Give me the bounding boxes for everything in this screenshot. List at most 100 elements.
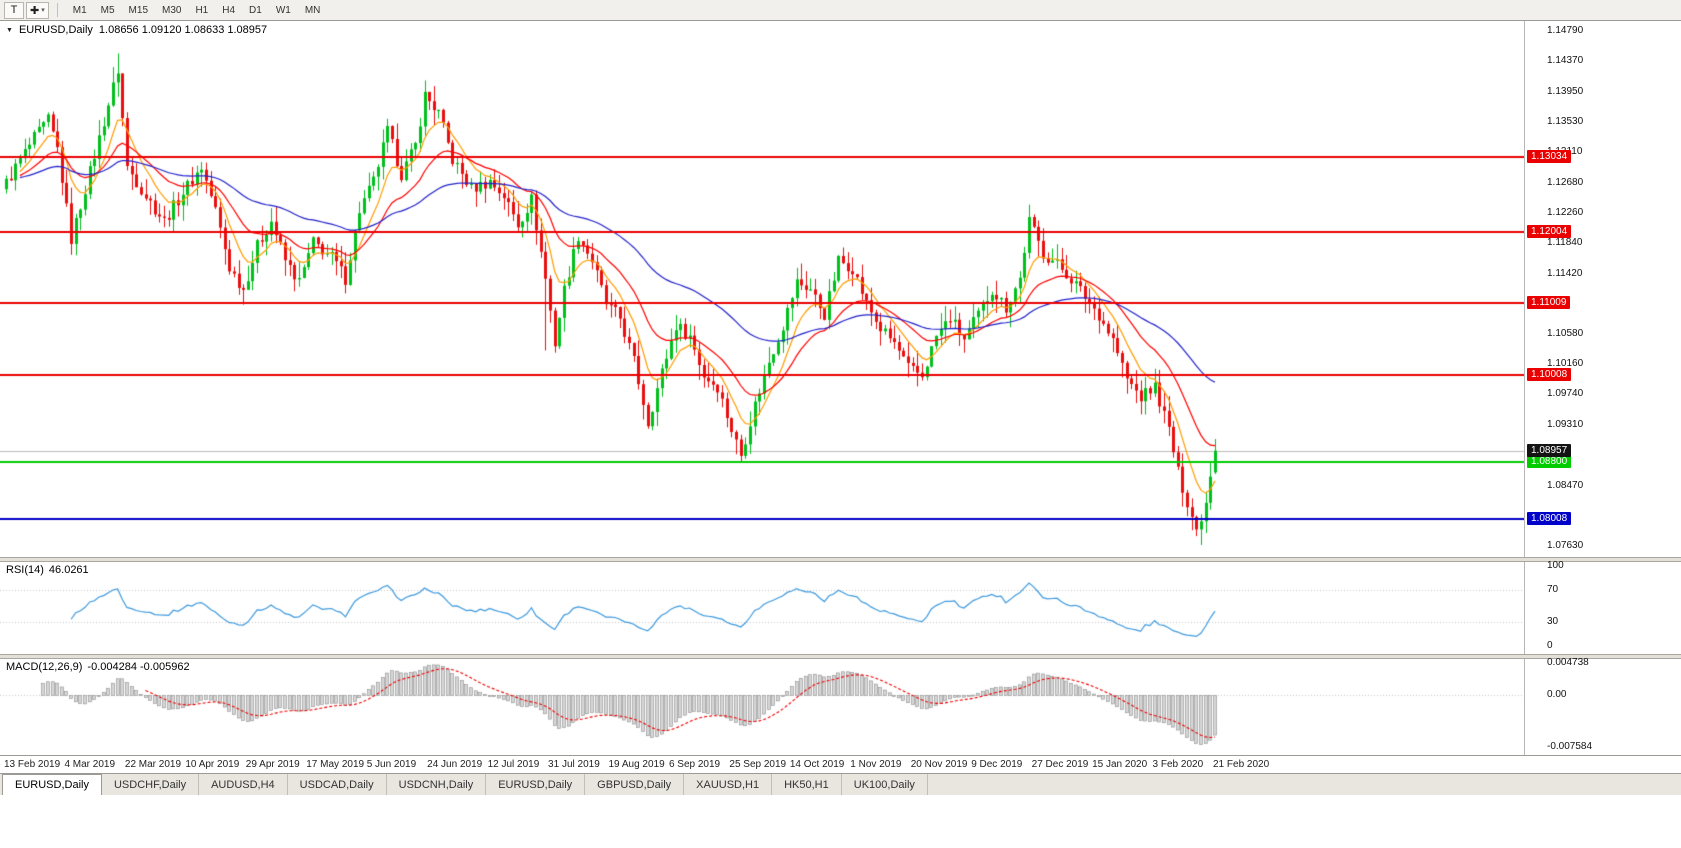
panel-splitter[interactable] [0, 654, 1681, 659]
bottom-filler [0, 795, 1681, 848]
timeframe-button-h4[interactable]: H4 [215, 2, 242, 19]
rsi-axis[interactable]: 100 70 30 0 [1524, 560, 1681, 654]
chart-tab-usdchf-daily[interactable]: USDCHF,Daily [102, 774, 200, 795]
price-axis-tick: 1.13950 [1547, 85, 1584, 97]
date-axis-label: 19 Aug 2019 [608, 759, 665, 770]
date-axis-label: 13 Feb 2019 [4, 759, 61, 770]
price-axis-tick: 1.12680 [1547, 176, 1584, 188]
crosshair-tool-button[interactable]: ✚ ▾ [26, 1, 49, 19]
date-axis-label: 9 Dec 2019 [971, 759, 1023, 770]
level-price-flag: 1.08800 [1527, 455, 1572, 469]
date-axis[interactable]: 13 Feb 2019 4 Mar 2019 22 Mar 2019 10 Apr 2… [0, 755, 1681, 773]
chart-tab-hk50-h1[interactable]: HK50,H1 [772, 774, 842, 795]
price-axis-tick: 1.11420 [1547, 267, 1583, 279]
chart-header: ▼ EURUSD,Daily 1.08656 1.09120 1.08633 1… [6, 24, 267, 36]
price-axis-tick: 1.13530 [1547, 115, 1584, 127]
macd-panel: 0.004738 0.00 -0.007584 MACD(12,26,9) -0.00… [0, 657, 1681, 755]
date-axis-label: 29 Apr 2019 [245, 759, 300, 770]
toolbar-separator [56, 3, 58, 17]
macd-axis-tick: -0.007584 [1547, 741, 1593, 752]
date-axis-label: 31 Jul 2019 [548, 759, 600, 770]
price-axis-tick: 1.12260 [1547, 207, 1584, 219]
text-tool-button-icon: T [10, 4, 18, 16]
date-axis-label: 15 Jan 2020 [1092, 759, 1148, 770]
macd-canvas[interactable] [0, 659, 1524, 755]
timeframe-button-w1[interactable]: W1 [269, 2, 298, 19]
chart-tab-eurusd-daily[interactable]: EURUSD,Daily [486, 774, 586, 795]
date-axis-label: 22 Mar 2019 [124, 759, 182, 770]
date-axis-label: 12 Jul 2019 [487, 759, 540, 770]
chart-tab-bar: EURUSD,Daily USDCHF,Daily AUDUSD,H4 USDCAD,… [0, 773, 1681, 795]
chart-ohlc-quote: 1.08656 1.09120 1.08633 1.08957 [98, 24, 268, 36]
timeframe-button-m1[interactable]: M1 [66, 2, 94, 19]
rsi-canvas[interactable] [0, 562, 1524, 654]
timeframe-group: M1 M5 M15 M30 H1 H4 D1 W1 MN [66, 2, 328, 19]
date-axis-label: 5 Jun 2019 [366, 759, 417, 770]
text-tool-button[interactable]: T [4, 1, 24, 19]
date-axis-label: 21 Feb 2020 [1213, 759, 1270, 770]
date-axis-label: 25 Sep 2019 [729, 759, 787, 770]
price-axis-tick: 1.09740 [1547, 388, 1584, 400]
chart-tools-group: T ✚ ▾ [4, 1, 49, 19]
price-axis-tick: 1.08470 [1547, 479, 1584, 491]
macd-values: -0.004284 -0.005962 [87, 661, 190, 673]
date-axis-label: 3 Feb 2020 [1152, 759, 1204, 770]
macd-axis-tick: 0.004738 [1547, 657, 1589, 668]
price-axis-tick: 1.14790 [1547, 25, 1584, 37]
date-axis-label: 10 Apr 2019 [185, 759, 240, 770]
level-price-flag: 1.11009 [1527, 296, 1571, 310]
timeframe-button-m5[interactable]: M5 [94, 2, 122, 19]
timeframe-button-d1[interactable]: D1 [242, 2, 269, 19]
price-axis[interactable]: 1.147901.143701.139501.135301.131101.126… [1524, 21, 1681, 557]
macd-axis-tick: 0.00 [1547, 689, 1567, 701]
level-price-flag: 1.10008 [1527, 368, 1572, 382]
timeframe-button-mn[interactable]: MN [298, 2, 328, 19]
dropdown-caret-icon: ▾ [41, 7, 45, 14]
date-axis-label: 20 Nov 2019 [910, 759, 968, 770]
date-axis-label: 1 Nov 2019 [850, 759, 902, 770]
level-price-flag: 1.08008 [1527, 512, 1572, 525]
date-axis-label: 27 Dec 2019 [1031, 759, 1089, 770]
rsi-panel: 100 70 30 0 RSI(14) 46.0261 [0, 560, 1681, 654]
rsi-axis-tick: 100 [1547, 560, 1564, 571]
toolbar: T ✚ ▾ M1 M5 M15 M30 H1 H4 D1 W1 MN [0, 0, 1681, 21]
price-axis-tick: 1.07630 [1547, 540, 1584, 552]
rsi-axis-tick: 30 [1547, 616, 1559, 627]
price-axis-tick: 1.11840 [1547, 237, 1583, 249]
chart-tab-usdcad-daily[interactable]: USDCAD,Daily [288, 774, 387, 795]
symbol-dropdown-icon[interactable]: ▼ [6, 26, 13, 34]
price-axis-tick: 1.14370 [1547, 55, 1584, 67]
panel-splitter[interactable] [0, 557, 1681, 562]
chart-tab-audusd-h4[interactable]: AUDUSD,H4 [199, 774, 288, 795]
chart-symbol-label: EURUSD,Daily [18, 24, 93, 36]
date-axis-label: 17 May 2019 [306, 759, 365, 770]
level-price-flag: 1.12004 [1527, 224, 1572, 238]
price-axis-tick: 1.10160 [1547, 358, 1584, 370]
chart-tab-gbpusd-daily[interactable]: GBPUSD,Daily [585, 774, 685, 795]
timeframe-button-h1[interactable]: H1 [188, 2, 215, 19]
timeframe-button-m30[interactable]: M30 [155, 2, 188, 19]
macd-label: MACD(12,26,9) -0.004284 -0.005962 [6, 661, 190, 673]
chart-tab-xauusd-h1[interactable]: XAUUSD,H1 [684, 774, 773, 795]
chart-tab-eurusd-daily[interactable]: EURUSD,Daily [2, 774, 102, 795]
price-chart-panel: 1.147901.143701.139501.135301.131101.126… [0, 21, 1681, 557]
date-axis-label: 14 Oct 2019 [789, 759, 845, 770]
level-price-flag: 1.13034 [1527, 150, 1572, 164]
date-axis-label: 6 Sep 2019 [668, 759, 721, 770]
macd-axis[interactable]: 0.004738 0.00 -0.007584 [1524, 657, 1681, 755]
date-axis-label: 24 Jun 2019 [427, 759, 483, 770]
chart-tab-uk100-daily[interactable]: UK100,Daily [842, 774, 928, 795]
current-price-flag: 1.08957 [1527, 443, 1572, 457]
crosshair-tool-button-icon: ✚ [30, 4, 40, 17]
date-axis-label: 4 Mar 2019 [64, 759, 116, 770]
rsi-axis-tick: 70 [1547, 584, 1559, 595]
price-axis-tick: 1.10580 [1547, 327, 1584, 339]
rsi-axis-tick: 0 [1547, 640, 1553, 651]
rsi-label: RSI(14) 46.0261 [6, 564, 89, 576]
chart-tab-usdcnh-daily[interactable]: USDCNH,Daily [387, 774, 487, 795]
rsi-value: 46.0261 [48, 564, 89, 576]
timeframe-button-m15[interactable]: M15 [122, 2, 155, 19]
price-axis-tick: 1.09310 [1547, 419, 1584, 431]
price-chart-canvas[interactable] [0, 21, 1524, 557]
